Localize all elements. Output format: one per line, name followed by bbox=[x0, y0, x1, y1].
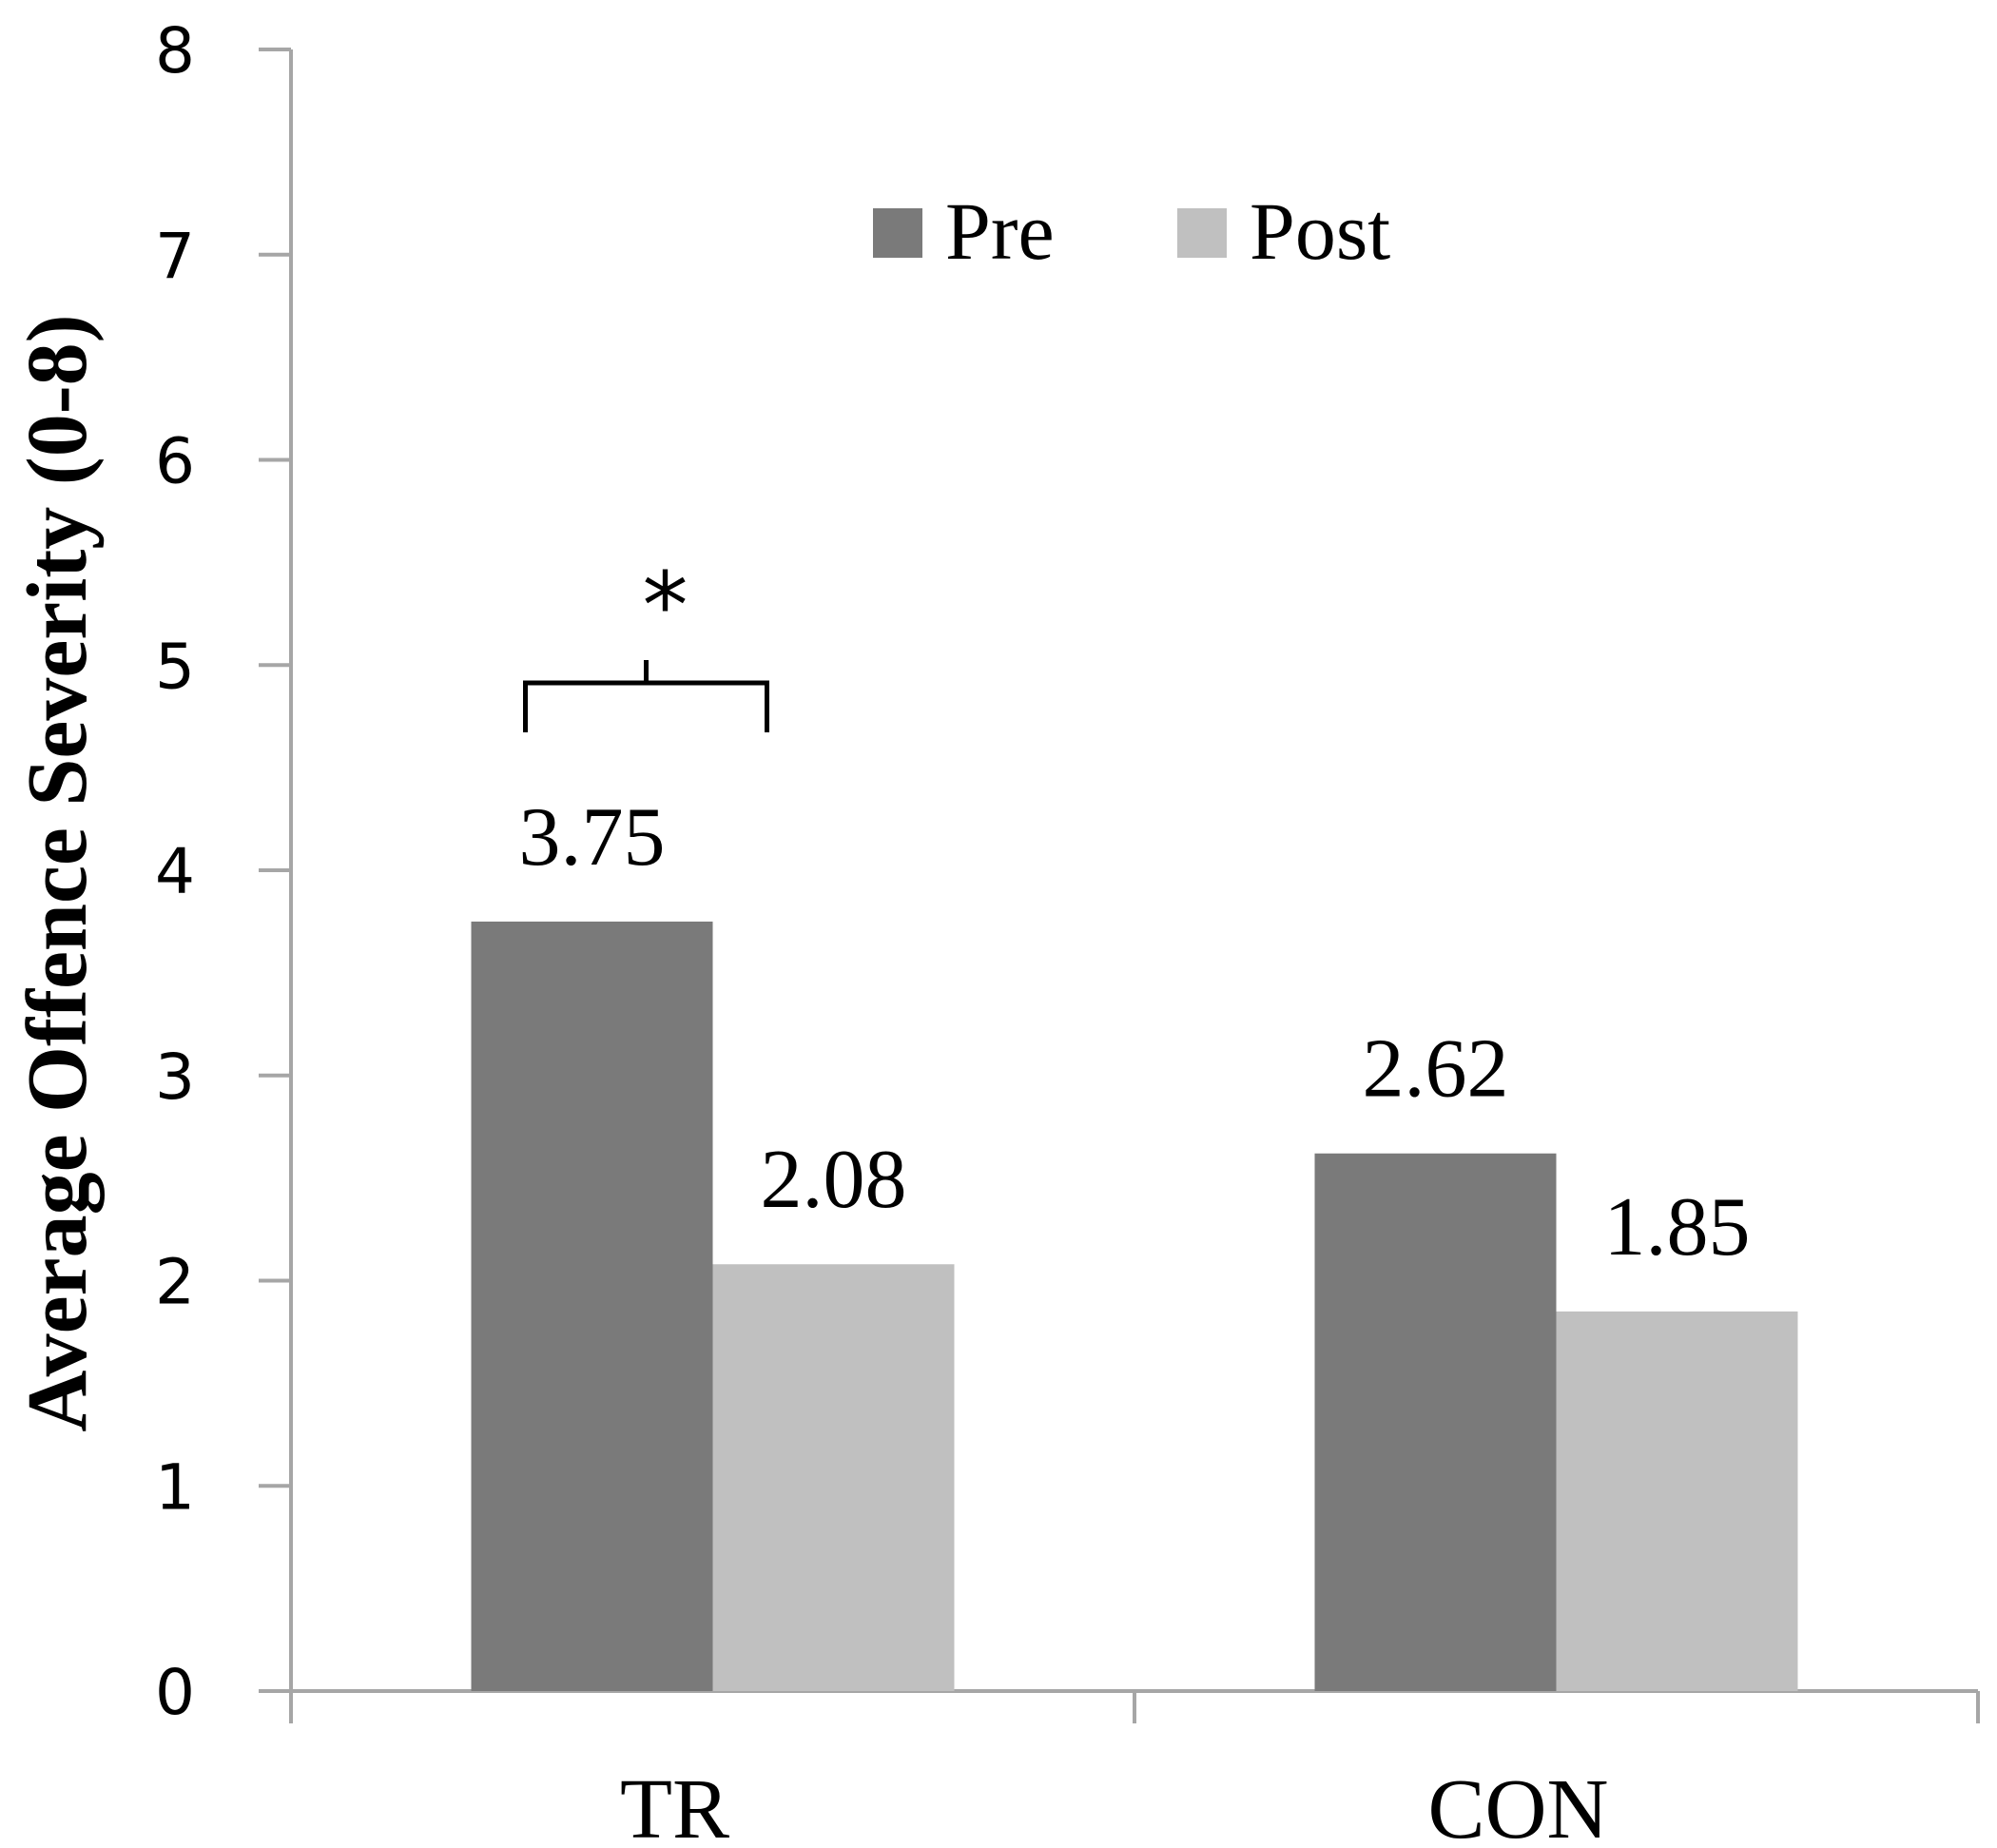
x-axis-category-labels: TR CON bbox=[620, 1762, 1609, 1848]
legend-label-post: Post bbox=[1250, 185, 1390, 277]
category-label-tr: TR bbox=[620, 1762, 729, 1848]
legend: Pre Post bbox=[873, 185, 1390, 277]
y-axis-ticks: 0 1 2 3 4 5 6 7 8 bbox=[155, 14, 291, 1729]
y-tick-label: 3 bbox=[155, 1041, 195, 1114]
significance-bracket bbox=[523, 660, 769, 732]
legend-label-pre: Pre bbox=[945, 185, 1055, 277]
legend-swatch-pre bbox=[873, 208, 922, 258]
data-label-con-post: 1.85 bbox=[1604, 1181, 1751, 1274]
bar-con-post bbox=[1556, 1311, 1798, 1691]
legend-swatch-post bbox=[1177, 208, 1227, 258]
y-tick-label: 2 bbox=[155, 1246, 195, 1319]
significance-star: * bbox=[643, 553, 688, 659]
y-tick-label: 4 bbox=[155, 835, 195, 908]
bars bbox=[471, 921, 1798, 1691]
y-axis-label: Average Offence Severity (0-8) bbox=[10, 314, 105, 1431]
bar-tr-post bbox=[712, 1264, 955, 1691]
data-label-con-pre: 2.62 bbox=[1363, 1023, 1509, 1116]
y-tick-label: 5 bbox=[155, 630, 195, 703]
y-tick-label: 0 bbox=[155, 1656, 195, 1729]
significance-annotation: * bbox=[523, 553, 769, 732]
y-tick-label: 6 bbox=[155, 425, 195, 498]
category-label-con: CON bbox=[1427, 1762, 1608, 1848]
y-tick-label: 1 bbox=[155, 1450, 195, 1524]
data-labels: 3.75 2.08 2.62 1.85 bbox=[519, 791, 1751, 1274]
data-label-tr-post: 2.08 bbox=[761, 1134, 907, 1226]
y-tick-label: 8 bbox=[155, 14, 195, 88]
y-tick-label: 7 bbox=[155, 220, 195, 293]
data-label-tr-pre: 3.75 bbox=[519, 791, 666, 884]
bar-tr-pre bbox=[471, 921, 713, 1691]
bar-con-pre bbox=[1314, 1153, 1557, 1691]
